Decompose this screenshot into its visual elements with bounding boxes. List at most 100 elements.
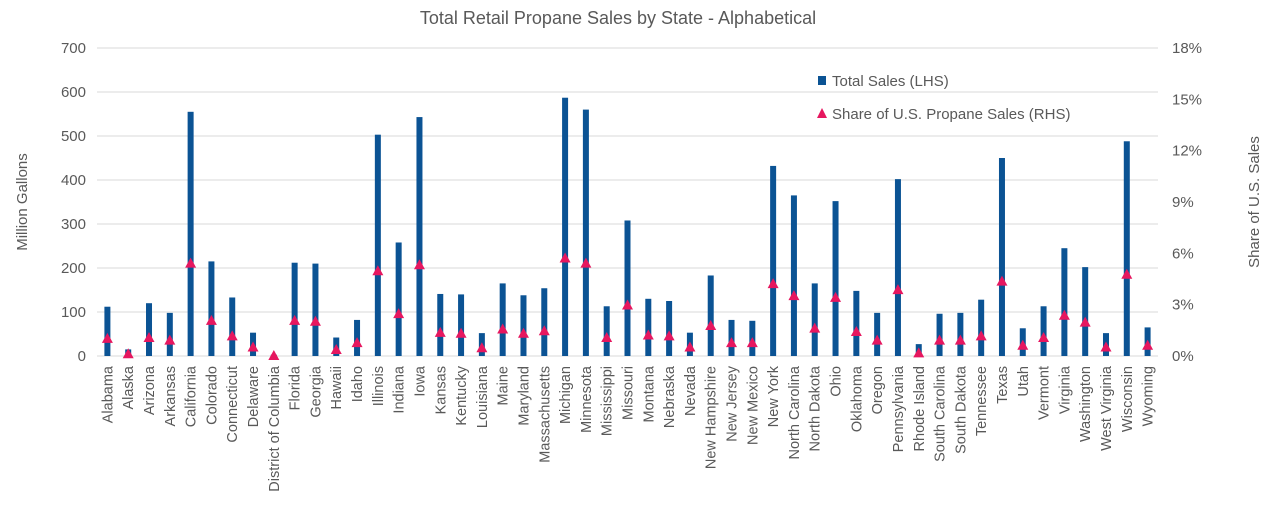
y-tick-label: 600 xyxy=(61,84,86,101)
category-label: Texas xyxy=(995,366,1011,404)
bar xyxy=(978,299,985,356)
y2-tick-label: 6% xyxy=(1172,245,1194,262)
bar xyxy=(770,165,777,356)
category-label: North Carolina xyxy=(787,365,803,459)
bar xyxy=(520,295,527,356)
bar xyxy=(1123,141,1130,356)
share-marker xyxy=(1100,341,1112,352)
category-label: South Dakota xyxy=(953,365,969,454)
share-marker xyxy=(372,265,384,276)
bar xyxy=(395,242,402,356)
share-marker xyxy=(393,308,405,319)
share-marker xyxy=(1142,339,1154,350)
category-label: Kansas xyxy=(433,366,449,414)
category-label: Minnesota xyxy=(579,365,595,433)
share-marker xyxy=(746,337,758,348)
category-label: Colorado xyxy=(204,366,220,425)
share-marker xyxy=(954,334,966,345)
category-label: Georgia xyxy=(308,365,324,418)
category-label: Maryland xyxy=(516,366,532,426)
share-marker xyxy=(538,325,550,336)
category-label: Iowa xyxy=(412,365,428,397)
y-tick-label: 700 xyxy=(61,40,86,57)
share-marker xyxy=(996,275,1008,286)
share-marker xyxy=(850,326,862,337)
category-label: Montana xyxy=(641,365,657,422)
bar xyxy=(229,297,236,356)
share-marker xyxy=(434,326,446,337)
share-marker xyxy=(788,290,800,301)
y2-tick-label: 0% xyxy=(1172,348,1194,365)
bar xyxy=(312,263,319,356)
share-marker xyxy=(622,299,633,310)
bar xyxy=(104,306,111,356)
category-label: Missouri xyxy=(621,366,637,420)
category-label: Louisiana xyxy=(475,365,491,428)
share-marker xyxy=(663,330,675,341)
category-label: California xyxy=(184,365,200,427)
category-label: Wisconsin xyxy=(1120,366,1136,432)
bar xyxy=(832,201,839,356)
category-label: New Hampshire xyxy=(704,366,720,469)
share-marker xyxy=(497,323,509,334)
y2-tick-label: 18% xyxy=(1172,40,1202,57)
share-marker xyxy=(247,341,259,352)
share-marker xyxy=(1079,316,1091,327)
bar xyxy=(957,312,964,356)
category-label: New Jersey xyxy=(725,365,741,441)
category-label: Vermont xyxy=(1037,366,1053,420)
share-marker xyxy=(871,334,883,345)
category-label: North Dakota xyxy=(808,365,824,451)
category-label: New Mexico xyxy=(745,366,761,445)
category-label: Delaware xyxy=(246,366,262,427)
bar xyxy=(499,283,506,356)
category-label: Virginia xyxy=(1057,365,1073,414)
category-label: Nebraska xyxy=(662,365,678,428)
chart-title: Total Retail Propane Sales by State - Al… xyxy=(420,8,816,28)
bar xyxy=(458,294,465,356)
share-marker xyxy=(892,284,904,295)
category-label: Michigan xyxy=(558,366,574,424)
category-label: Oregon xyxy=(870,366,886,414)
category-label: Illinois xyxy=(371,366,387,406)
share-marker xyxy=(330,344,342,355)
category-label: West Virginia xyxy=(1099,365,1115,451)
share-marker xyxy=(122,348,134,359)
y-tick-label: 500 xyxy=(61,128,86,145)
y-axis-label: Million Gallons xyxy=(14,153,31,251)
category-label: Utah xyxy=(1016,366,1032,397)
category-label: Mississippi xyxy=(600,366,616,436)
bar xyxy=(1040,306,1047,356)
bar xyxy=(146,303,153,356)
category-label: Kentucky xyxy=(454,365,470,425)
share-marker xyxy=(517,327,529,338)
category-label: Nevada xyxy=(683,365,699,416)
bar xyxy=(894,179,901,356)
bar xyxy=(416,117,423,356)
share-marker xyxy=(309,315,321,326)
bar xyxy=(811,283,818,356)
share-marker xyxy=(205,314,217,325)
bar xyxy=(208,261,215,356)
category-label: Florida xyxy=(288,365,304,410)
share-marker xyxy=(185,257,197,268)
bar xyxy=(1061,248,1068,356)
share-marker xyxy=(1058,309,1070,320)
category-label: Oklahoma xyxy=(849,365,865,432)
bar xyxy=(437,293,444,356)
legend-label-total-sales: Total Sales (LHS) xyxy=(832,73,949,90)
bar xyxy=(1082,267,1089,356)
share-marker xyxy=(684,341,696,352)
y-tick-label: 400 xyxy=(61,172,86,189)
category-label: New York xyxy=(766,365,782,427)
bar xyxy=(874,312,881,356)
bar xyxy=(541,288,548,356)
category-label: Arkansas xyxy=(163,366,179,426)
share-marker xyxy=(642,329,654,340)
category-label: Pennsylvania xyxy=(891,365,907,452)
share-marker xyxy=(726,337,738,348)
bar xyxy=(374,134,381,356)
share-marker xyxy=(268,350,280,360)
share-marker xyxy=(559,252,571,263)
legend-label-share: Share of U.S. Propane Sales (RHS) xyxy=(832,106,1070,123)
